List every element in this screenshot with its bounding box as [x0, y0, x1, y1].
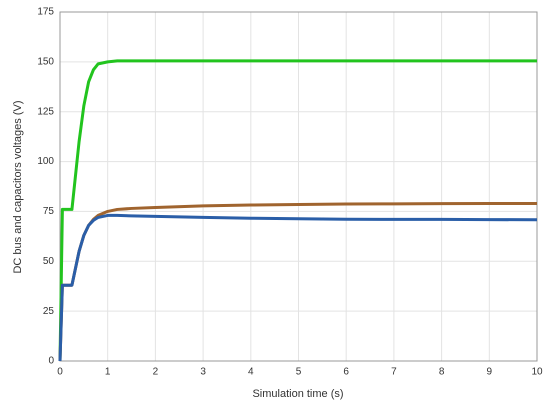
y-tick-label: 150: [37, 56, 54, 67]
x-tick-label: 5: [296, 367, 302, 378]
y-axis-label: DC bus and capacitors voltages (V): [12, 100, 24, 273]
x-tick-label: 9: [487, 367, 493, 378]
y-tick-label: 0: [48, 356, 54, 367]
x-tick-label: 1: [105, 367, 111, 378]
y-tick-label: 75: [43, 206, 55, 217]
x-tick-label: 8: [439, 367, 445, 378]
y-tick-label: 50: [43, 256, 55, 267]
x-tick-label: 6: [343, 367, 349, 378]
plot-frame: [59, 11, 538, 362]
x-tick-label: 4: [248, 367, 254, 378]
x-tick-label: 0: [57, 367, 63, 378]
x-axis-label: Simulation time (s): [252, 388, 343, 400]
x-tick-label: 7: [391, 367, 397, 378]
y-tick-label: 100: [37, 156, 54, 167]
x-tick-label: 10: [531, 367, 543, 378]
series-line: [58, 213, 538, 362]
x-tick-label: 2: [153, 367, 159, 378]
y-tick-label: 175: [37, 7, 54, 18]
y-tick-label: 125: [37, 106, 54, 117]
x-tick-label: 3: [200, 367, 206, 378]
y-tick-label: 25: [43, 306, 55, 317]
series-line: [58, 59, 537, 362]
